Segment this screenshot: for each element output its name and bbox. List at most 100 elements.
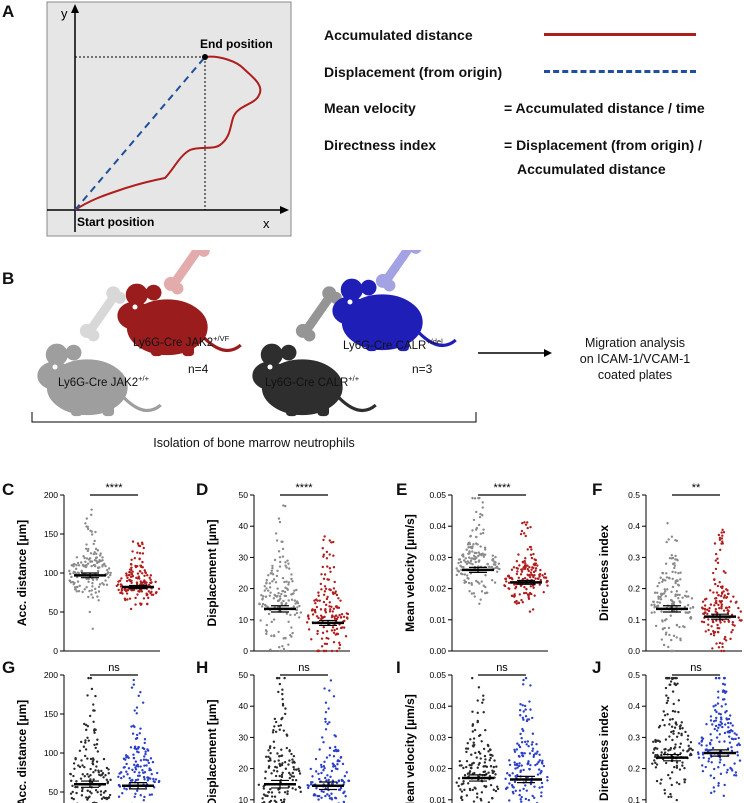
data-point: [465, 794, 469, 797]
data-point: [520, 570, 524, 573]
data-point: [126, 598, 129, 601]
data-point: [654, 740, 657, 744]
data-point: [666, 713, 669, 716]
data-point: [83, 765, 86, 769]
data-point: [661, 578, 665, 581]
data-point: [72, 565, 75, 568]
data-point: [531, 584, 535, 587]
data-point: [328, 539, 331, 542]
data-point: [716, 702, 720, 705]
data-point: [478, 752, 482, 755]
data-point: [529, 585, 533, 588]
data-point: [469, 545, 472, 549]
data-point: [478, 515, 482, 519]
data-point: [326, 774, 329, 777]
data-point: [143, 737, 147, 741]
data-point: [325, 603, 328, 607]
data-point: [507, 574, 510, 577]
data-point: [266, 605, 269, 609]
y-axis-label: Mean velocity [µm/s]: [403, 514, 417, 632]
data-point: [519, 573, 523, 576]
data-point: [681, 596, 684, 599]
data-point: [665, 576, 669, 579]
data-point: [532, 563, 535, 566]
data-point: [687, 595, 690, 598]
data-point: [511, 785, 514, 789]
data-point: [294, 788, 297, 791]
data-point: [668, 723, 671, 726]
data-point: [132, 683, 135, 686]
data-point: [95, 559, 98, 562]
data-point: [523, 521, 526, 524]
data-point: [136, 750, 139, 753]
data-point: [476, 711, 479, 715]
data-point: [700, 736, 703, 739]
data-point: [725, 588, 728, 591]
data-point: [459, 788, 462, 791]
data-point: [476, 766, 479, 769]
data-point: [280, 748, 283, 751]
data-point: [72, 774, 75, 778]
y-tick-label: 0.3: [628, 732, 640, 742]
data-point: [157, 587, 161, 590]
data-point: [720, 705, 723, 708]
data-point: [479, 545, 482, 548]
data-point: [733, 732, 736, 735]
data-point: [86, 562, 90, 565]
data-point: [278, 556, 282, 559]
data-point: [523, 704, 527, 708]
data-point: [84, 723, 88, 727]
data-point: [269, 788, 272, 791]
data-point: [664, 747, 667, 751]
data-point: [274, 730, 278, 733]
data-point: [538, 583, 542, 586]
data-point: [143, 778, 146, 781]
data-point: [341, 779, 345, 783]
data-point: [457, 784, 460, 788]
data-point: [678, 600, 681, 603]
data-point: [660, 610, 663, 613]
data-point: [117, 588, 120, 592]
data-point: [673, 726, 677, 729]
data-point: [79, 740, 83, 744]
data-point: [89, 552, 93, 555]
data-point: [669, 680, 673, 683]
data-point: [86, 694, 89, 697]
data-point: [671, 690, 675, 693]
data-point: [714, 567, 718, 571]
data-point: [332, 607, 336, 610]
data-point: [524, 708, 527, 711]
data-point: [665, 572, 668, 575]
data-point: [525, 743, 528, 746]
data-point: [91, 596, 95, 599]
data-point: [536, 773, 540, 776]
data-point: [284, 564, 287, 567]
data-point: [135, 733, 139, 737]
data-point: [280, 775, 284, 779]
data-point: [72, 797, 75, 801]
data-point: [520, 764, 523, 767]
data-point: [86, 789, 89, 792]
data-point: [664, 676, 668, 680]
data-point: [84, 560, 87, 563]
data-point: [332, 749, 336, 752]
data-point: [508, 587, 511, 590]
data-point: [660, 751, 663, 754]
data-point: [75, 556, 79, 559]
data-point: [270, 620, 273, 624]
data-point: [515, 599, 518, 603]
data-point: [150, 793, 154, 796]
data-point: [100, 769, 103, 773]
data-point: [140, 541, 144, 544]
data-point: [333, 591, 337, 595]
data-point: [718, 538, 722, 542]
data-point: [506, 772, 509, 775]
data-point: [715, 642, 718, 645]
data-point: [96, 750, 100, 753]
data-point: [323, 590, 327, 593]
data-point: [325, 550, 329, 554]
data-point: [272, 597, 276, 600]
data-point: [653, 759, 656, 762]
y-tick-label: 50: [239, 490, 249, 500]
data-point: [538, 573, 542, 576]
